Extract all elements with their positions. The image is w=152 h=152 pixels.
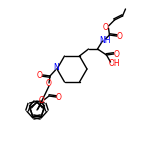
Text: NH: NH [100,36,111,45]
Text: OH: OH [109,59,120,67]
Text: O: O [56,93,62,102]
Text: N: N [53,64,59,73]
Text: O: O [103,22,108,31]
Text: O: O [39,96,45,105]
Text: O: O [117,31,123,41]
Text: O: O [114,50,119,59]
Text: O: O [46,79,52,88]
Text: O: O [37,71,43,79]
